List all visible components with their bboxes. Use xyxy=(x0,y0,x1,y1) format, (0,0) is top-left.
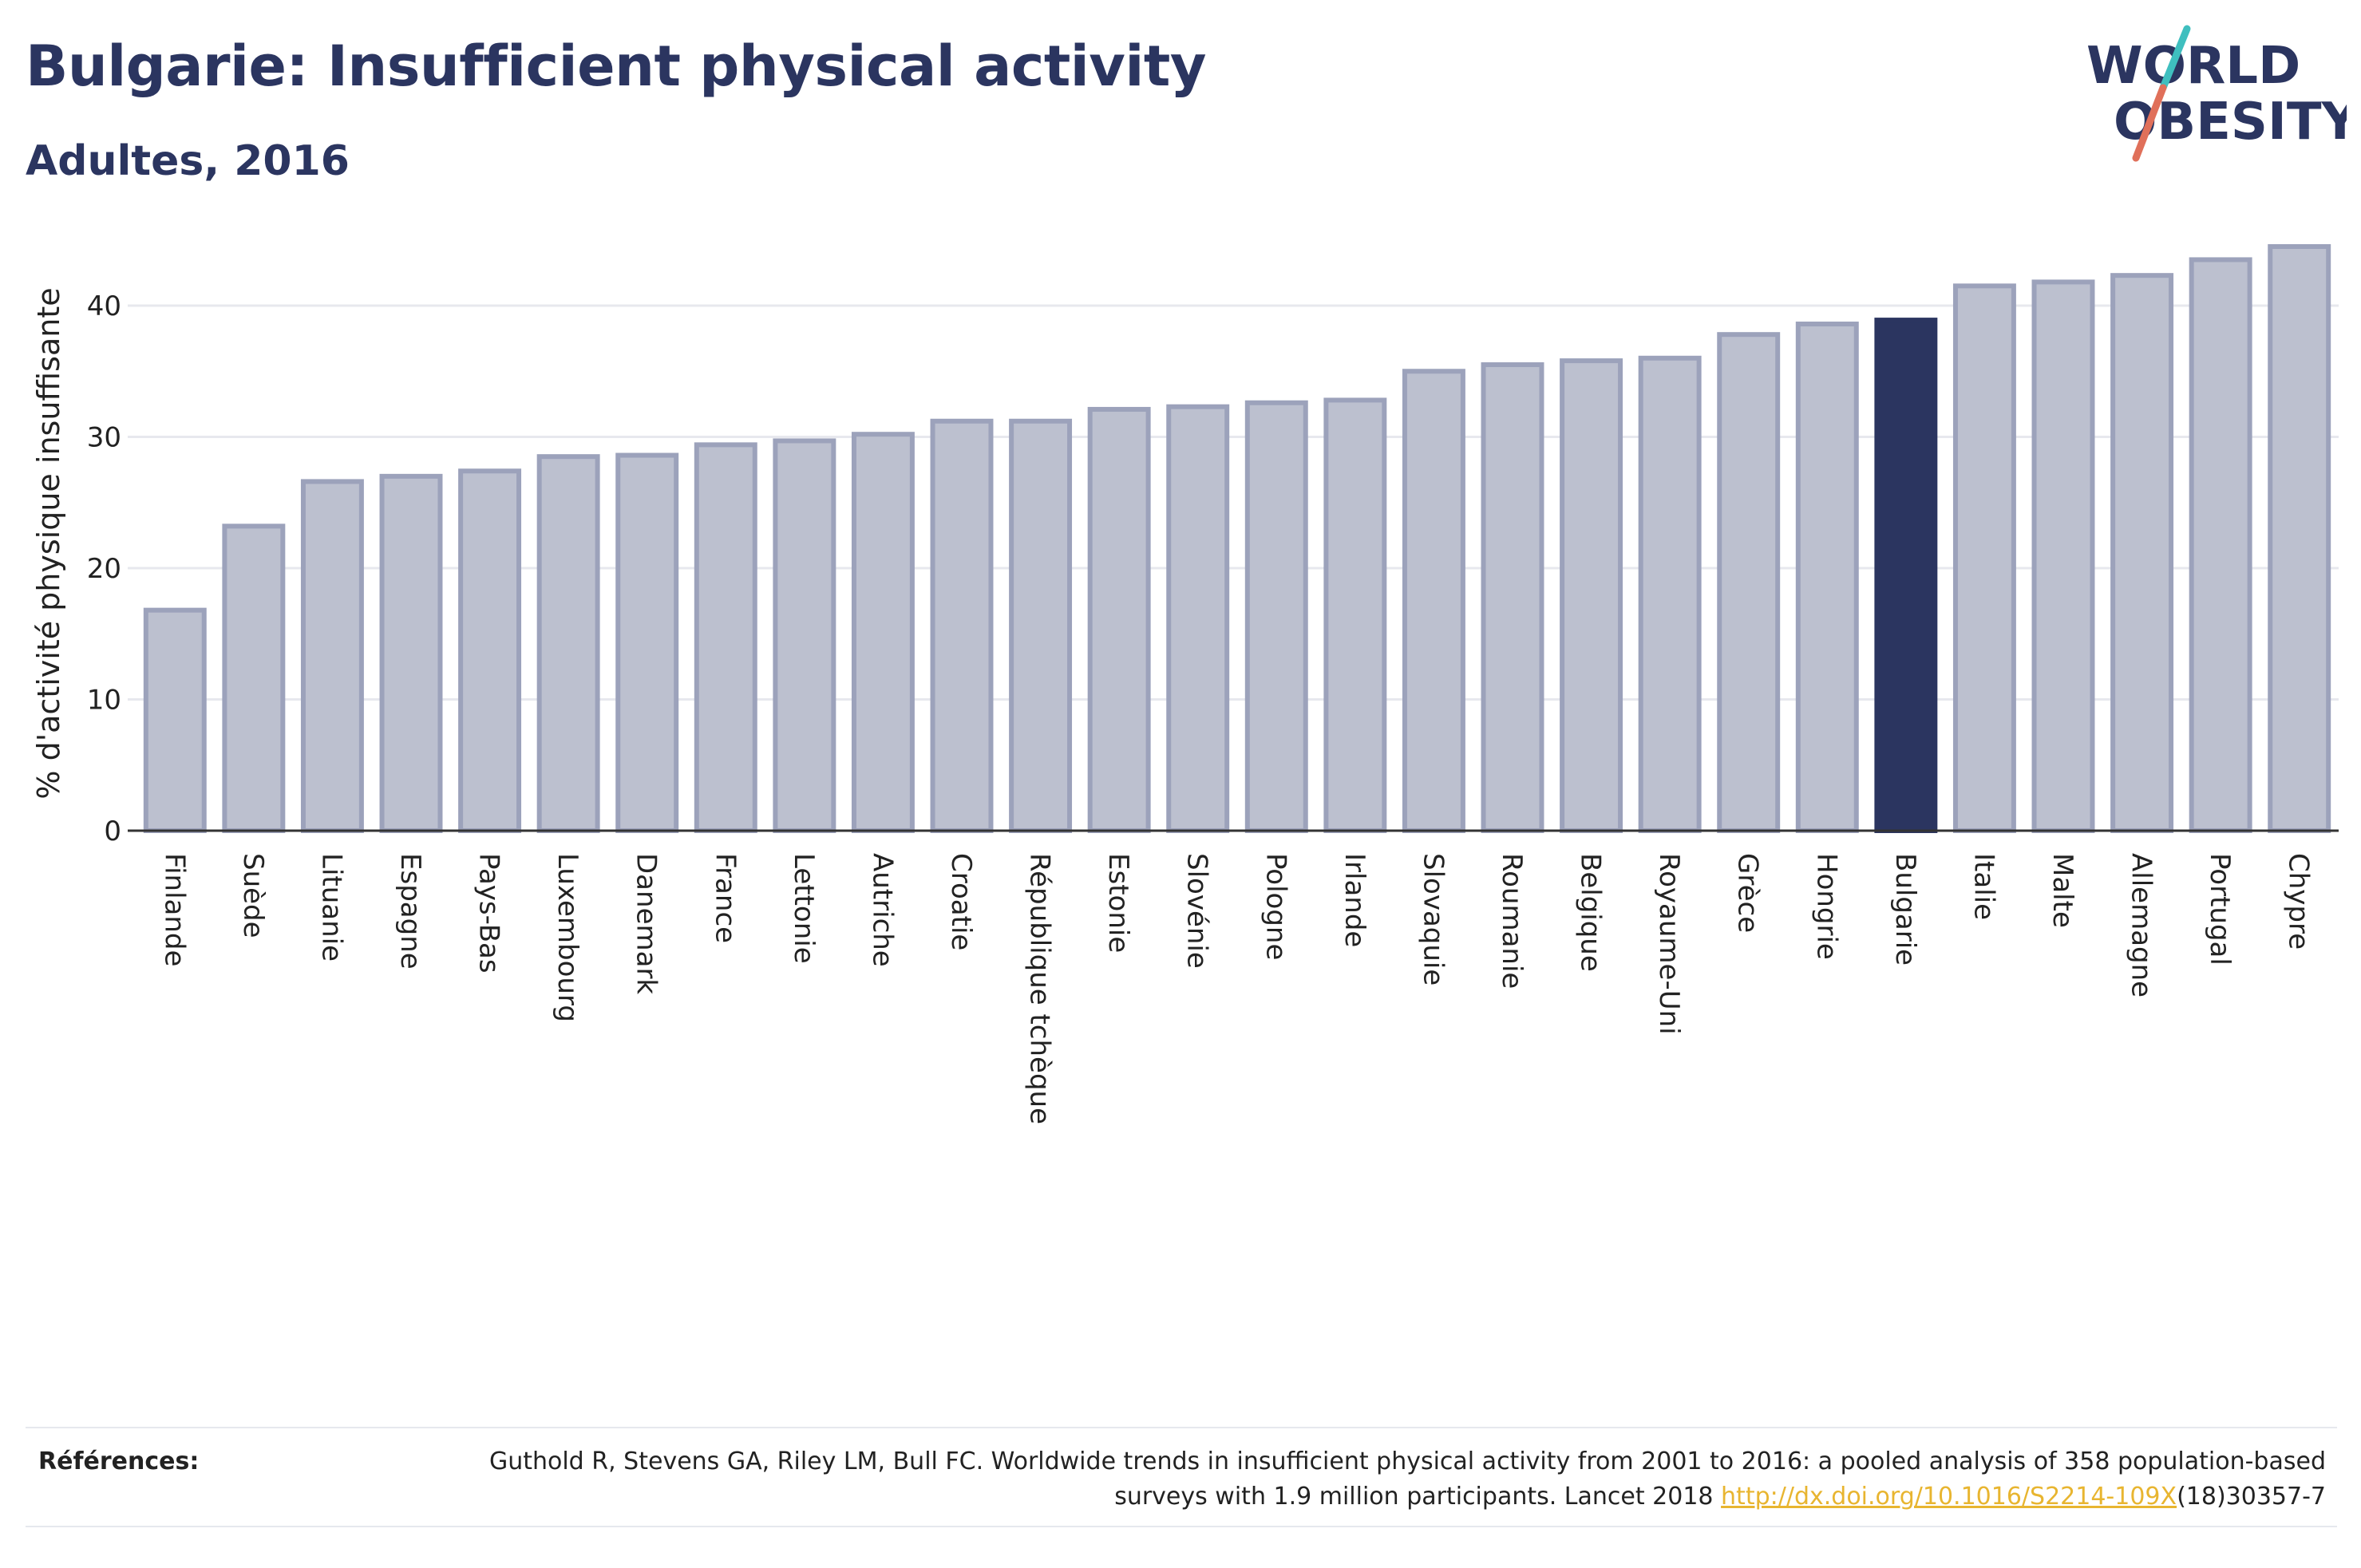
references-doi-link[interactable]: http://dx.doi.org/10.1016/S2214-109X xyxy=(1721,1483,2177,1511)
bar-highlighted xyxy=(1874,318,1938,834)
bar xyxy=(1481,362,1544,833)
x-tick-label: Hongrie xyxy=(1810,853,1842,960)
x-tick-label: Allemagne xyxy=(2126,853,2157,997)
chart-subtitle: Adultes, 2016 xyxy=(26,137,350,185)
references-bottom-rule xyxy=(26,1526,2337,1527)
references-citation-suffix: (18)30357-7 xyxy=(2177,1483,2326,1511)
x-tick-label: Roumanie xyxy=(1496,853,1528,989)
logo-text-line1: WORLD xyxy=(2086,37,2300,96)
y-tick-label: 30 xyxy=(87,422,121,454)
references-text: Guthold R, Stevens GA, Riley LM, Bull FC… xyxy=(450,1444,2326,1515)
x-tick-label: Slovénie xyxy=(1181,853,1213,969)
bar xyxy=(1166,404,1230,834)
x-tick-label: République tchèque xyxy=(1024,853,1056,1124)
bar xyxy=(536,454,600,833)
bar xyxy=(851,432,915,834)
x-tick-label: Finlande xyxy=(158,853,190,966)
references-label: Références: xyxy=(38,1448,200,1475)
references-citation: Guthold R, Stevens GA, Riley LM, Bull FC… xyxy=(488,1448,2326,1511)
bar xyxy=(1402,369,1465,833)
bar xyxy=(694,442,757,833)
x-tick-label: Estonie xyxy=(1102,853,1134,953)
y-tick-label: 20 xyxy=(87,553,121,585)
x-tick-label: Suède xyxy=(237,853,269,938)
x-tick-label: Portugal xyxy=(2204,853,2236,966)
x-tick-label: Grèce xyxy=(1732,853,1764,933)
x-tick-label: Croatie xyxy=(945,853,977,950)
logo-slash-bottom xyxy=(2132,84,2167,162)
bar xyxy=(773,438,836,833)
bar xyxy=(379,473,443,833)
bar xyxy=(458,468,522,834)
bar xyxy=(2189,257,2252,833)
x-tick-label: Irlande xyxy=(1339,853,1370,947)
bar xyxy=(300,479,364,833)
bar xyxy=(1638,355,1702,833)
bar xyxy=(143,607,207,833)
y-tick-label: 0 xyxy=(104,816,121,847)
bar xyxy=(1560,358,1623,833)
y-tick-label: 40 xyxy=(87,290,121,322)
x-tick-label: Italie xyxy=(1968,853,1999,920)
x-tick-label: Slovaquie xyxy=(1417,853,1449,985)
x-tick-label: France xyxy=(709,853,741,943)
bar xyxy=(1717,332,1781,833)
chart-title: Bulgarie: Insufficient physical activity xyxy=(26,34,1207,99)
bar xyxy=(1244,400,1308,834)
y-axis-label: % d'activité physique insuffisante xyxy=(31,287,66,799)
logo-slash-top xyxy=(2159,25,2191,92)
x-tick-label: Danemark xyxy=(631,853,662,994)
bar xyxy=(1087,406,1151,833)
world-obesity-logo: WORLD OBESITY xyxy=(2086,25,2347,162)
x-tick-label: Malte xyxy=(2047,853,2078,928)
x-tick-label: Pologne xyxy=(1260,853,1291,960)
bar xyxy=(2110,273,2174,834)
bar-chart: 0 10 20 30 40 % d'activité physique insuffisa… xyxy=(31,243,2339,1124)
bar xyxy=(1795,322,1859,833)
x-tick-label: Lituanie xyxy=(315,853,347,962)
bar xyxy=(1009,418,1073,833)
bar xyxy=(222,523,286,833)
x-tick-label: Espagne xyxy=(394,853,426,970)
bar xyxy=(2268,243,2331,834)
bar xyxy=(1952,283,2016,833)
x-tick-label: Belgique xyxy=(1575,853,1607,972)
x-tick-label: Royaume-Uni xyxy=(1653,853,1685,1035)
x-tick-label: Chypre xyxy=(2283,853,2315,950)
references-top-rule xyxy=(26,1427,2337,1428)
x-tick-label: Luxembourg xyxy=(552,853,583,1022)
bar xyxy=(1323,397,1387,833)
bar xyxy=(930,418,994,833)
bar xyxy=(615,452,679,834)
x-tick-label: Pays-Bas xyxy=(473,853,505,974)
bar xyxy=(2031,279,2095,833)
x-tick-label: Autriche xyxy=(866,853,898,967)
x-tick-label: Bulgarie xyxy=(1889,853,1921,966)
x-tick-label: Lettonie xyxy=(788,853,820,964)
y-tick-label: 10 xyxy=(87,685,121,717)
